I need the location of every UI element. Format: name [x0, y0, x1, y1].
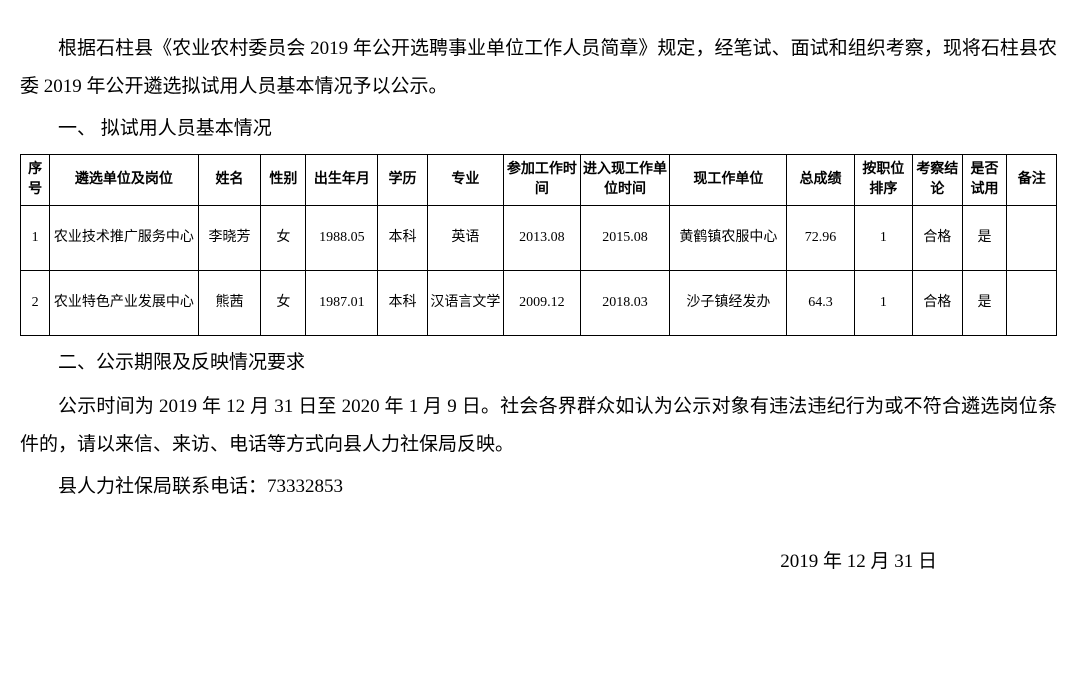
table-cell: 72.96: [787, 206, 854, 271]
table-cell: 女: [261, 206, 306, 271]
table-row: 1农业技术推广服务中心李晓芳女1988.05本科英语2013.082015.08…: [21, 206, 1057, 271]
table-header-cell: 是否试用: [962, 155, 1007, 206]
table-header-cell: 专业: [427, 155, 503, 206]
table-cell: 汉语言文学: [427, 271, 503, 336]
table-header-cell: 参加工作时间: [504, 155, 580, 206]
table-cell: 李晓芳: [198, 206, 261, 271]
table-cell: 2: [21, 271, 50, 336]
table-cell: 熊茜: [198, 271, 261, 336]
table-cell: 英语: [427, 206, 503, 271]
table-cell: [1007, 271, 1057, 336]
table-cell: 本科: [378, 271, 427, 336]
table-header-cell: 按职位排序: [854, 155, 912, 206]
candidates-table: 序号遴选单位及岗位姓名性别出生年月学历专业参加工作时间进入现工作单位时间现工作单…: [20, 154, 1057, 336]
table-cell: 农业特色产业发展中心: [50, 271, 198, 336]
table-header-cell: 总成绩: [787, 155, 854, 206]
table-cell: [1007, 206, 1057, 271]
table-cell: 农业技术推广服务中心: [50, 206, 198, 271]
table-cell: 女: [261, 271, 306, 336]
table-cell: 1987.01: [306, 271, 378, 336]
table-cell: 合格: [913, 271, 962, 336]
footer-date: 2019 年 12 月 31 日: [20, 546, 1057, 573]
table-header-cell: 备注: [1007, 155, 1057, 206]
table-row: 2农业特色产业发展中心熊茜女1987.01本科汉语言文学2009.122018.…: [21, 271, 1057, 336]
table-cell: 2015.08: [580, 206, 670, 271]
table-cell: 本科: [378, 206, 427, 271]
table-header-cell: 性别: [261, 155, 306, 206]
intro-paragraph: 根据石柱县《农业农村委员会 2019 年公开选聘事业单位工作人员简章》规定，经笔…: [20, 30, 1057, 106]
table-header-cell: 进入现工作单位时间: [580, 155, 670, 206]
table-cell: 黄鹤镇农服中心: [670, 206, 787, 271]
table-head: 序号遴选单位及岗位姓名性别出生年月学历专业参加工作时间进入现工作单位时间现工作单…: [21, 155, 1057, 206]
notice-paragraph: 公示时间为 2019 年 12 月 31 日至 2020 年 1 月 9 日。社…: [20, 388, 1057, 464]
table-header-cell: 遴选单位及岗位: [50, 155, 198, 206]
table-cell: 1988.05: [306, 206, 378, 271]
contact-paragraph: 县人力社保局联系电话：73332853: [20, 468, 1057, 506]
section-heading-1: 一、 拟试用人员基本情况: [20, 110, 1057, 148]
table-cell: 1: [854, 271, 912, 336]
table-cell: 2013.08: [504, 206, 580, 271]
table-body: 1农业技术推广服务中心李晓芳女1988.05本科英语2013.082015.08…: [21, 206, 1057, 336]
table-cell: 64.3: [787, 271, 854, 336]
section-heading-2: 二、公示期限及反映情况要求: [20, 344, 1057, 382]
table-header-row: 序号遴选单位及岗位姓名性别出生年月学历专业参加工作时间进入现工作单位时间现工作单…: [21, 155, 1057, 206]
table-cell: 合格: [913, 206, 962, 271]
table-cell: 2018.03: [580, 271, 670, 336]
table-header-cell: 考察结论: [913, 155, 962, 206]
table-cell: 2009.12: [504, 271, 580, 336]
table-header-cell: 出生年月: [306, 155, 378, 206]
table-cell: 1: [21, 206, 50, 271]
table-cell: 1: [854, 206, 912, 271]
table-cell: 是: [962, 206, 1007, 271]
table-header-cell: 学历: [378, 155, 427, 206]
table-header-cell: 现工作单位: [670, 155, 787, 206]
table-cell: 沙子镇经发办: [670, 271, 787, 336]
table-header-cell: 序号: [21, 155, 50, 206]
table-cell: 是: [962, 271, 1007, 336]
table-header-cell: 姓名: [198, 155, 261, 206]
